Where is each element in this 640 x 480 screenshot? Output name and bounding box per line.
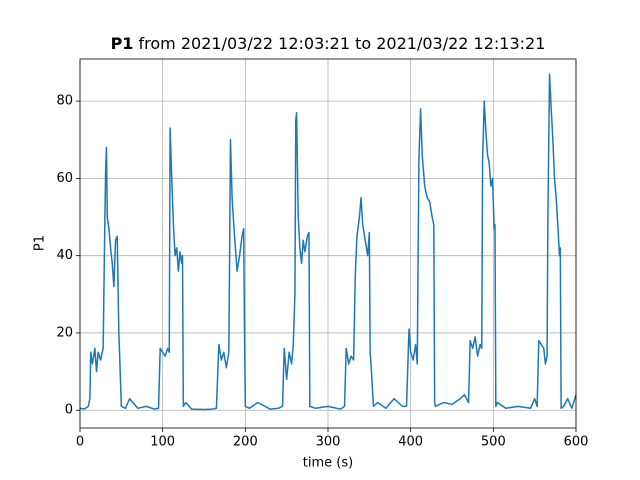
x-axis-label: time (s) xyxy=(303,456,353,471)
x-tick-label: 0 xyxy=(76,435,84,450)
title-rest: from 2021/03/22 12:03:21 to 2021/03/22 1… xyxy=(139,34,546,53)
x-tick-label: 100 xyxy=(150,435,175,450)
y-tick-label: 40 xyxy=(56,248,73,263)
x-tick-label: 300 xyxy=(316,435,341,450)
plot-frame xyxy=(79,58,577,429)
y-tick-label: 80 xyxy=(56,94,73,109)
y-axis-label: P1 xyxy=(33,235,48,251)
x-tick-label: 600 xyxy=(564,435,589,450)
data-line xyxy=(79,73,577,411)
title-bold: P1 xyxy=(111,34,134,53)
y-tick-label: 0 xyxy=(65,403,73,418)
chart-title: P1 from 2021/03/22 12:03:21 to 2021/03/2… xyxy=(111,34,546,53)
y-tick-label: 60 xyxy=(56,171,73,186)
y-tick-label: 20 xyxy=(56,325,73,340)
x-tick-label: 200 xyxy=(233,435,258,450)
x-tick-label: 400 xyxy=(398,435,423,450)
x-tick-label: 500 xyxy=(481,435,506,450)
